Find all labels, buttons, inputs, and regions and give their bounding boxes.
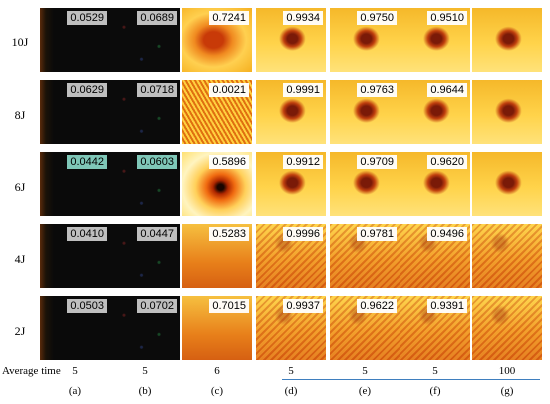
column-label: (f) [429, 385, 441, 397]
thermal-image-tile: 0.9622 [330, 296, 400, 360]
row-label: 2J [14, 324, 26, 338]
row-label: 10J [11, 35, 29, 49]
similarity-score: 0.5283 [209, 227, 249, 241]
average-time-value: 5 [288, 365, 294, 377]
thermal-image-tile [472, 8, 542, 72]
similarity-score: 0.0442 [67, 155, 107, 169]
thermal-image-tile: 0.5283 [182, 224, 252, 288]
thermal-image-tile: 0.7015 [182, 296, 252, 360]
average-time-value: 6 [214, 365, 220, 377]
average-time-label: Average time [2, 365, 61, 377]
thermal-image-tile: 0.0021 [182, 80, 252, 144]
column-label: (c) [210, 385, 224, 397]
thermal-image-tile: 0.0442 [40, 152, 110, 216]
thermal-image-tile: 0.9912 [256, 152, 326, 216]
thermal-image-tile: 0.9496 [400, 224, 470, 288]
thermal-image-tile: 0.9934 [256, 8, 326, 72]
similarity-score: 0.9763 [357, 83, 397, 97]
thermal-image-tile: 0.9991 [256, 80, 326, 144]
thermal-image-tile: 0.7241 [182, 8, 252, 72]
similarity-score: 0.9781 [357, 227, 397, 241]
column-label: (a) [68, 385, 82, 397]
row-label: 4J [14, 252, 26, 266]
similarity-score: 0.9620 [427, 155, 467, 169]
average-time-value: 5 [72, 365, 78, 377]
bottom-rule [282, 379, 540, 380]
similarity-score: 0.0603 [137, 155, 177, 169]
similarity-score: 0.9622 [357, 299, 397, 313]
thermal-image-tile: 0.0689 [110, 8, 180, 72]
thermal-image-tile [472, 152, 542, 216]
similarity-score: 0.0447 [137, 227, 177, 241]
column-label: (b) [138, 385, 152, 397]
thermal-image-tile: 0.9750 [330, 8, 400, 72]
column-label: (g) [500, 385, 514, 397]
thermal-image-tile: 0.0702 [110, 296, 180, 360]
average-time-value: 5 [362, 365, 368, 377]
similarity-score: 0.0689 [137, 11, 177, 25]
thermal-image-tile [472, 296, 542, 360]
thermal-image-tile: 0.9644 [400, 80, 470, 144]
thermal-image-tile: 0.0629 [40, 80, 110, 144]
thermal-image-tile: 0.9510 [400, 8, 470, 72]
average-time-value: 5 [142, 365, 148, 377]
similarity-score: 0.9937 [283, 299, 323, 313]
thermal-image-tile: 0.0503 [40, 296, 110, 360]
thermal-image-tile: 0.9781 [330, 224, 400, 288]
similarity-score: 0.0529 [67, 11, 107, 25]
similarity-score: 0.9996 [283, 227, 323, 241]
thermal-image-tile: 0.9391 [400, 296, 470, 360]
thermal-image-tile: 0.0410 [40, 224, 110, 288]
similarity-score: 0.9991 [283, 83, 323, 97]
thermal-image-tile [472, 80, 542, 144]
similarity-score: 0.7015 [209, 299, 249, 313]
thermal-image-tile: 0.5896 [182, 152, 252, 216]
thermal-image-tile: 0.9709 [330, 152, 400, 216]
similarity-score: 0.0410 [67, 227, 107, 241]
row-label: 8J [14, 108, 26, 122]
thermal-image-tile: 0.0718 [110, 80, 180, 144]
similarity-score: 0.9709 [357, 155, 397, 169]
average-time-value: 100 [498, 365, 516, 377]
similarity-score: 0.7241 [209, 11, 249, 25]
similarity-score: 0.9912 [283, 155, 323, 169]
similarity-score: 0.0503 [67, 299, 107, 313]
column-label: (d) [284, 385, 298, 397]
thermal-image-tile: 0.0529 [40, 8, 110, 72]
thermal-image-tile: 0.0603 [110, 152, 180, 216]
similarity-score: 0.9496 [427, 227, 467, 241]
thermal-image-tile: 0.9763 [330, 80, 400, 144]
similarity-score: 0.0718 [137, 83, 177, 97]
thermal-image-tile: 0.0447 [110, 224, 180, 288]
row-label: 6J [14, 180, 26, 194]
thermal-image-tile: 0.9620 [400, 152, 470, 216]
similarity-score: 0.9391 [427, 299, 467, 313]
average-time-value: 5 [432, 365, 438, 377]
similarity-score: 0.5896 [209, 155, 249, 169]
similarity-score: 0.9644 [427, 83, 467, 97]
similarity-score: 0.0702 [137, 299, 177, 313]
similarity-score: 0.0629 [67, 83, 107, 97]
similarity-score: 0.0021 [209, 83, 249, 97]
similarity-score: 0.9750 [357, 11, 397, 25]
similarity-score: 0.9510 [427, 11, 467, 25]
column-label: (e) [358, 385, 372, 397]
similarity-score: 0.9934 [283, 11, 323, 25]
thermal-image-tile: 0.9996 [256, 224, 326, 288]
thermal-image-tile: 0.9937 [256, 296, 326, 360]
thermal-image-tile [472, 224, 542, 288]
